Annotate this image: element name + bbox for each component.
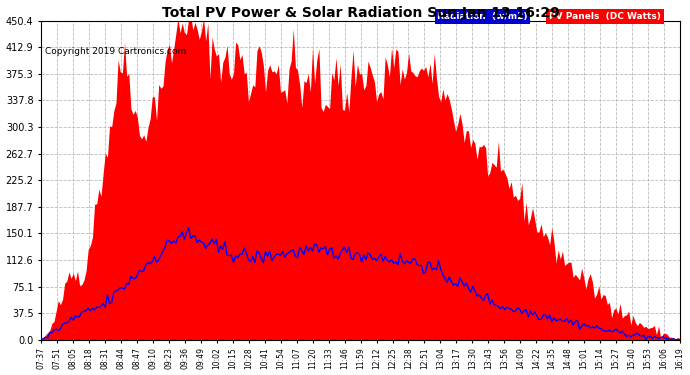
Text: PV Panels  (DC Watts): PV Panels (DC Watts): [549, 12, 661, 21]
Text: Radiation  (w/m2): Radiation (w/m2): [437, 12, 528, 21]
Text: Copyright 2019 Cartronics.com: Copyright 2019 Cartronics.com: [45, 47, 186, 56]
Title: Total PV Power & Solar Radiation Sun Jan 13 16:29: Total PV Power & Solar Radiation Sun Jan…: [161, 6, 560, 20]
